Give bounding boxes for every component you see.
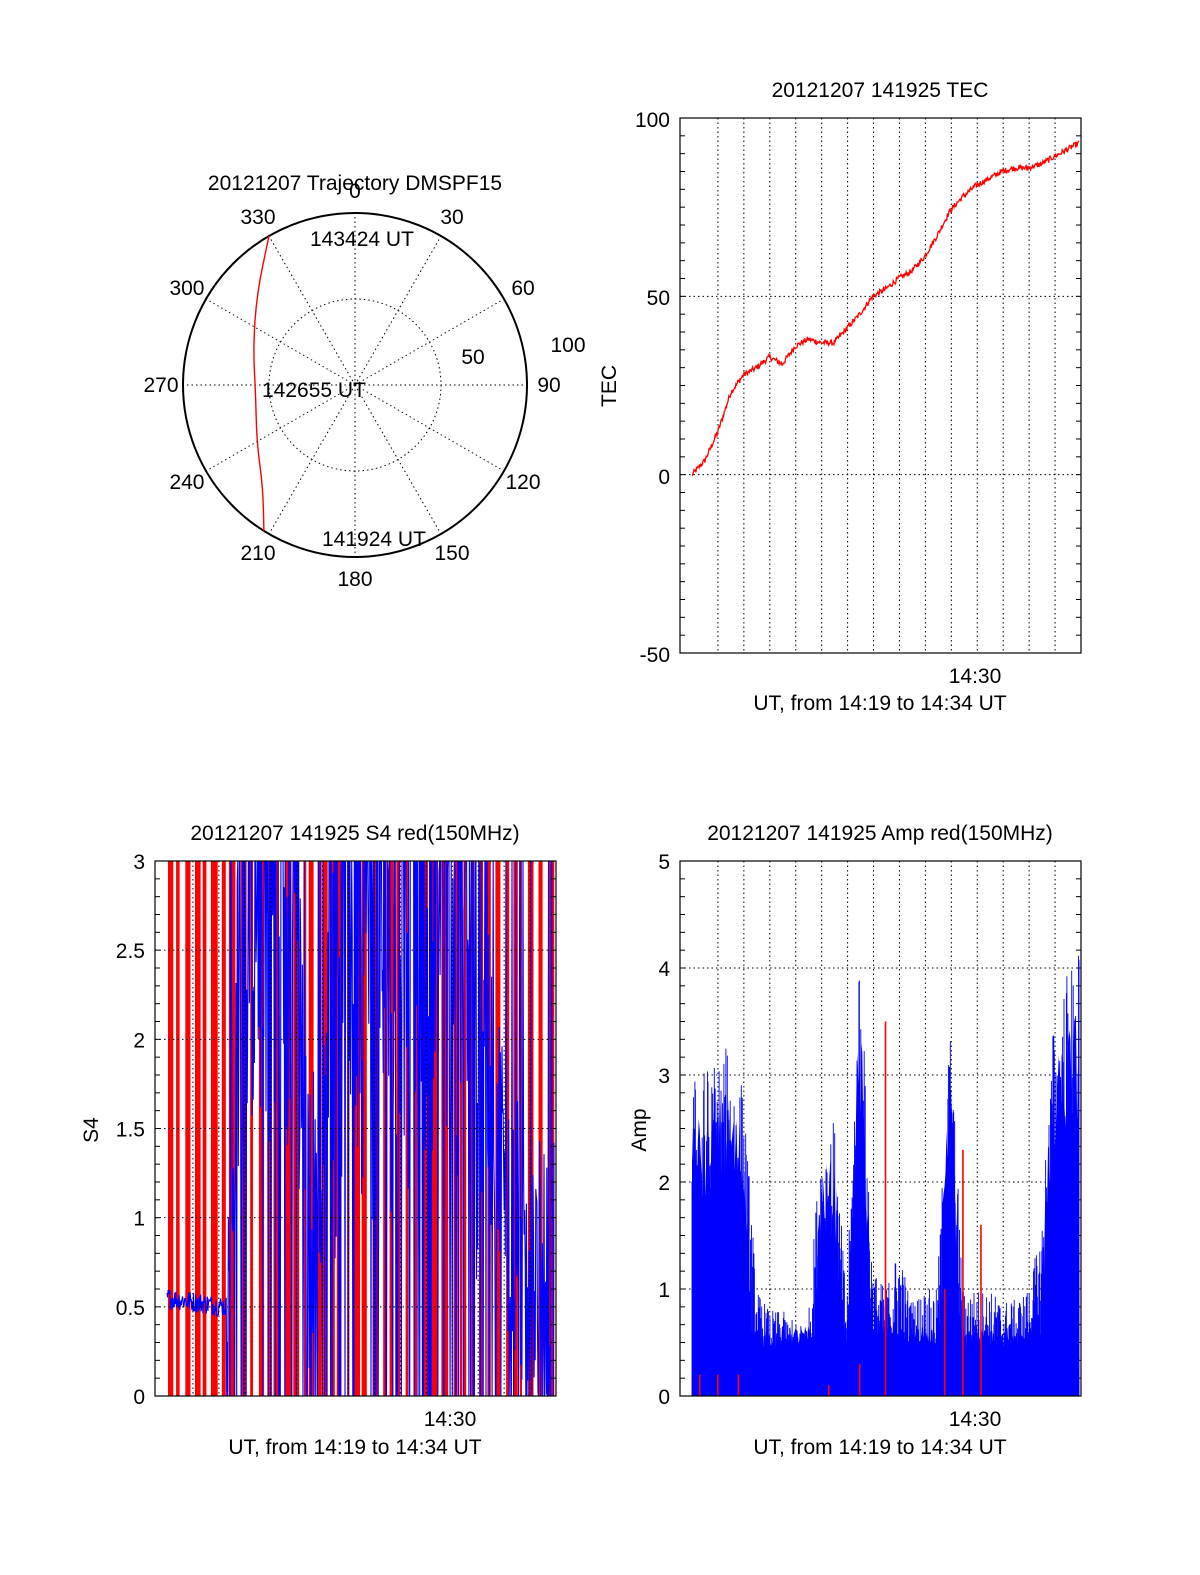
polar-spoke <box>354 384 505 472</box>
tec-series-line <box>691 140 1080 477</box>
s4-red-bar <box>459 861 463 1396</box>
tec-ytick-minus50: -50 <box>640 644 670 667</box>
track-mid-label: 142655 UT <box>262 379 366 402</box>
s4-xlabel: UT, from 14:19 to 14:34 UT <box>228 1436 481 1459</box>
s4-ytick-label: 1 <box>133 1208 145 1231</box>
s4-ytick-label: 1.5 <box>116 1119 145 1142</box>
s4-red-bar <box>506 861 510 1396</box>
s4-xtick-1430: 14:30 <box>424 1408 477 1431</box>
tec-ytick-0: 0 <box>658 466 670 489</box>
polar-angle-label: 270 <box>143 374 178 397</box>
amp-ytick-label: 4 <box>658 958 670 981</box>
s4-ytick-label: 3 <box>133 851 145 874</box>
polar-spoke <box>268 235 356 386</box>
polar-angle-label: 120 <box>505 471 540 494</box>
s4-title: 20121207 141925 S4 red(150MHz) <box>190 822 519 845</box>
amp-blue-spikes <box>691 955 1080 1396</box>
polar-radial-label-50: 50 <box>461 346 484 369</box>
polar-angle-label: 210 <box>240 542 275 565</box>
polar-spoke <box>205 298 356 386</box>
polar-spoke <box>268 384 356 535</box>
amp-ytick-label: 2 <box>658 1172 670 1195</box>
s4-ytick-label: 2.5 <box>116 940 145 963</box>
tec-xtick-1430: 14:30 <box>949 665 1002 688</box>
s4-red-bar <box>353 861 360 1396</box>
amp-ylabel: Amp <box>628 1108 651 1151</box>
amp-ytick-label: 0 <box>658 1386 670 1409</box>
s4-red-bar <box>308 861 314 1396</box>
polar-outer-ring <box>182 212 528 558</box>
s4-red-bar <box>463 861 467 1396</box>
polar-plot: 20121207 Trajectory DMSPF15 0 30 60 90 120 15… <box>143 172 585 591</box>
polar-spoke <box>354 384 442 535</box>
polar-angle-labels: 0 30 60 90 120 150 180 210 240 270 300 330 <box>143 180 560 591</box>
amp-yticks: 0 1 2 3 4 5 <box>658 851 670 1409</box>
tec-title: 20121207 141925 TEC <box>772 79 989 102</box>
tec-ytick-100: 100 <box>635 109 670 132</box>
polar-track-line <box>253 235 270 531</box>
s4-yticks: 0 0.5 1 1.5 2 2.5 3 <box>116 851 145 1409</box>
s4-red-bar <box>538 861 543 1396</box>
polar-spoke <box>354 298 505 386</box>
amp-blue-series <box>691 955 1080 1396</box>
s4-red-bar <box>258 861 265 1396</box>
s4-red-bar <box>168 861 174 1396</box>
s4-grid <box>155 861 556 1396</box>
tec-ytick-50: 50 <box>647 287 670 310</box>
tec-frame <box>679 117 1082 654</box>
amp-ytick-label: 3 <box>658 1065 670 1088</box>
s4-frame <box>154 860 557 1397</box>
s4-ytick-label: 2 <box>133 1029 145 1052</box>
polar-angle-label: 330 <box>240 206 275 229</box>
amp-title: 20121207 141925 Amp red(150MHz) <box>707 822 1053 845</box>
polar-angle-label: 240 <box>169 471 204 494</box>
s4-red-bar <box>405 861 409 1396</box>
polar-spoke <box>205 384 356 472</box>
polar-angle-label: 300 <box>169 277 204 300</box>
amp-frame <box>679 860 1082 1397</box>
polar-angle-label: 0 <box>349 180 361 203</box>
polar-angle-label: 90 <box>537 374 560 397</box>
amp-red-series <box>698 1021 982 1396</box>
s4-red-bar <box>361 861 367 1396</box>
polar-spoke <box>354 235 442 386</box>
s4-red-bar <box>413 861 417 1396</box>
polar-angle-label: 30 <box>440 206 463 229</box>
amp-ytick-label: 5 <box>658 851 670 874</box>
polar-angle-label: 180 <box>337 568 372 591</box>
s4-red-bar <box>250 861 253 1396</box>
amp-ytick-label: 1 <box>658 1279 670 1302</box>
tec-xlabel: UT, from 14:19 to 14:34 UT <box>753 692 1006 715</box>
s4-red-bar <box>273 861 279 1396</box>
tec-plot: 20121207 141925 TEC 100 50 0 -50 14:30 U… <box>598 79 1082 715</box>
polar-angle-label: 150 <box>434 542 469 565</box>
s4-ylabel: S4 <box>80 1117 103 1143</box>
s4-red-bar <box>195 861 201 1396</box>
polar-radial-label-100: 100 <box>550 334 585 357</box>
track-end-label: 143424 UT <box>310 228 414 251</box>
amp-xtick-1430: 14:30 <box>949 1408 1002 1431</box>
s4-ytick-label: 0 <box>133 1386 145 1409</box>
s4-ytick-label: 0.5 <box>116 1297 145 1320</box>
tec-grid <box>680 118 1081 653</box>
polar-grid <box>183 213 527 557</box>
s4-plot: 20121207 141925 S4 red(150MHz) 0 0.5 1 1.5 2… <box>80 822 557 1459</box>
amp-xlabel: UT, from 14:19 to 14:34 UT <box>753 1436 1006 1459</box>
tec-ylabel: TEC <box>598 365 621 407</box>
amp-plot: 20121207 141925 Amp red(150MHz) 0 1 2 3 4 5 1… <box>628 822 1082 1459</box>
polar-title: 20121207 Trajectory DMSPF15 <box>208 172 502 195</box>
polar-angle-label: 60 <box>511 277 534 300</box>
track-start-label: 141924 UT <box>322 528 426 551</box>
